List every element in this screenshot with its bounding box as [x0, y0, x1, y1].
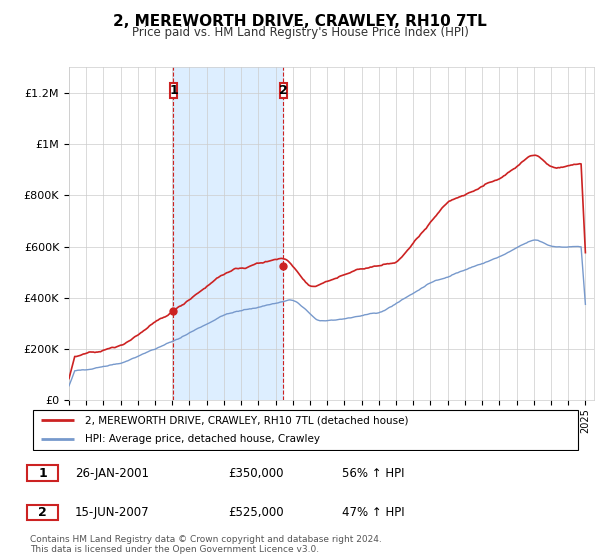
Text: 47% ↑ HPI: 47% ↑ HPI	[342, 506, 404, 519]
Text: HPI: Average price, detached house, Crawley: HPI: Average price, detached house, Craw…	[85, 435, 320, 445]
Text: Price paid vs. HM Land Registry's House Price Index (HPI): Price paid vs. HM Land Registry's House …	[131, 26, 469, 39]
Bar	[173, 67, 283, 400]
Text: 2, MEREWORTH DRIVE, CRAWLEY, RH10 7TL: 2, MEREWORTH DRIVE, CRAWLEY, RH10 7TL	[113, 14, 487, 29]
Text: 2: 2	[279, 84, 288, 97]
FancyBboxPatch shape	[170, 83, 176, 97]
Text: 2: 2	[38, 506, 47, 519]
FancyBboxPatch shape	[33, 410, 578, 450]
FancyBboxPatch shape	[280, 83, 287, 97]
Text: 1: 1	[38, 466, 47, 480]
Text: 15-JUN-2007: 15-JUN-2007	[75, 506, 149, 519]
Text: £525,000: £525,000	[228, 506, 284, 519]
Text: 26-JAN-2001: 26-JAN-2001	[75, 466, 149, 480]
Text: 2, MEREWORTH DRIVE, CRAWLEY, RH10 7TL (detached house): 2, MEREWORTH DRIVE, CRAWLEY, RH10 7TL (d…	[85, 415, 409, 425]
Text: 1: 1	[169, 84, 178, 97]
Text: Contains HM Land Registry data © Crown copyright and database right 2024.
This d: Contains HM Land Registry data © Crown c…	[30, 535, 382, 554]
Text: 56% ↑ HPI: 56% ↑ HPI	[342, 466, 404, 480]
Text: £350,000: £350,000	[228, 466, 284, 480]
